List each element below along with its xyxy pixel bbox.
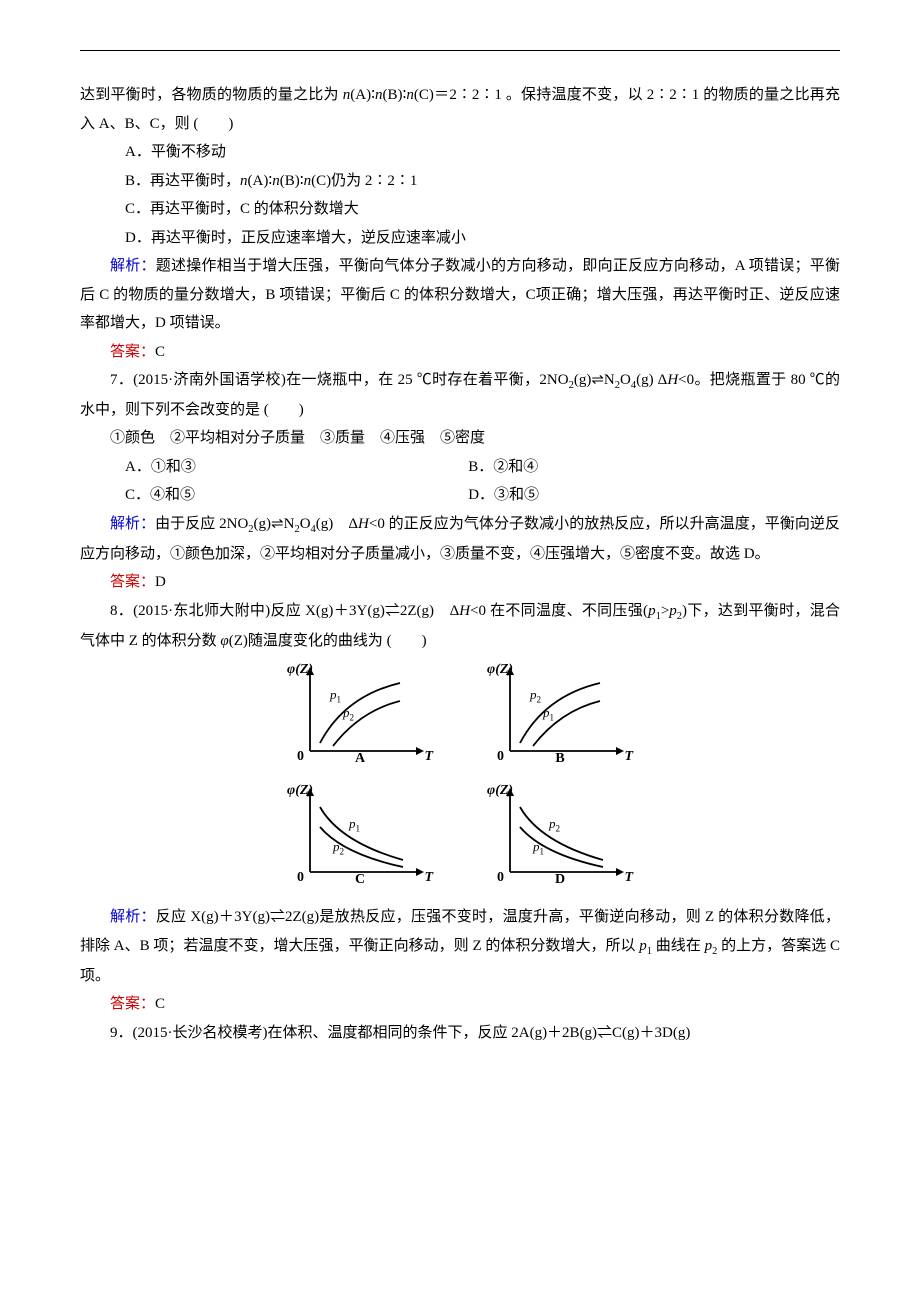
origin-label: 0 — [497, 865, 504, 892]
q7-explanation: 解析：由于反应 2NO2(g)⇌N2O4(g) ΔH<0 的正反应为气体分子数减… — [80, 510, 840, 568]
q6-explanation: 解析：题述操作相当于增大压强，平衡向气体分子数减小的方向移动，即向正反应方向移动… — [80, 252, 840, 338]
q6-option-a: A．平衡不移动 — [80, 138, 840, 167]
curve-label-p2: p2 — [343, 701, 354, 727]
q7-option-b: B．②和④ — [468, 453, 840, 482]
text: 由于反应 2NO — [155, 516, 248, 532]
y-label: φ(Z) — [487, 657, 513, 684]
answer-value: C — [155, 344, 165, 360]
text: (Z)随温度变化的曲线为 ( ) — [229, 633, 427, 649]
q7-option-c: C．④和⑤ — [125, 481, 468, 510]
explain-text: 题述操作相当于增大压强，平衡向气体分子数减小的方向移动，即向正反应方向移动，A … — [80, 258, 840, 331]
q8-chart-b: φ(Z) 0 T p2 p1 B — [485, 661, 635, 776]
curve-label-p2: p2 — [530, 683, 541, 709]
text: <0 在不同温度、不同压强( — [470, 603, 648, 619]
chart-label: B — [555, 746, 564, 773]
x-arrow — [616, 868, 624, 876]
text: (g)⇌N — [574, 372, 615, 388]
text: B．再达平衡时， — [125, 173, 240, 189]
curve-label-p2: p2 — [333, 835, 344, 861]
document-page: 达到平衡时，各物质的物质的量之比为 n(A)∶n(B)∶n(C)＝2∶2∶1 。… — [0, 0, 920, 1302]
q8-explanation: 解析：反应 X(g)＋3Y(g)⇌2Z(g)是放热反应，压强不变时，温度升高，平… — [80, 903, 840, 990]
text: 达到平衡时，各物质的物质的量之比为 — [80, 87, 339, 103]
q8-answer: 答案：C — [80, 990, 840, 1019]
chart-label: D — [555, 867, 565, 894]
x-label: T — [424, 744, 433, 771]
text: 7．(2015·济南外国语学校)在一烧瓶中，在 25 ℃时存在着平衡，2NO — [110, 372, 569, 388]
text: (g)⇌N — [254, 516, 295, 532]
q6-option-c: C．再达平衡时，C 的体积分数增大 — [80, 195, 840, 224]
text: (g) Δ — [316, 516, 358, 532]
q8-stem: 8．(2015·东北师大附中)反应 X(g)＋3Y(g)⇌2Z(g) ΔH<0 … — [80, 597, 840, 655]
q8-figure-row-1: φ(Z) 0 T p1 p2 A φ(Z) 0 T p2 p1 B — [80, 661, 840, 776]
q7-option-row-1: A．①和③ B．②和④ — [80, 453, 840, 482]
x-label: T — [624, 744, 633, 771]
curve-label-p1: p1 — [543, 701, 554, 727]
q7-stem: 7．(2015·济南外国语学校)在一烧瓶中，在 25 ℃时存在着平衡，2NO2(… — [80, 366, 840, 424]
explain-label: 解析： — [110, 258, 156, 274]
text: O — [300, 516, 311, 532]
x-arrow — [616, 747, 624, 755]
q7-answer: 答案：D — [80, 568, 840, 597]
text: O — [620, 372, 631, 388]
text: 8．(2015·东北师大附中)反应 X(g)＋3Y(g)⇌2Z(g) Δ — [110, 603, 459, 619]
q6-answer: 答案：C — [80, 338, 840, 367]
curve-label-p1: p1 — [330, 683, 341, 709]
q8-figure-row-2: φ(Z) 0 T p1 p2 C φ(Z) 0 T p2 p1 D — [80, 782, 840, 897]
q6-option-b: B．再达平衡时，n(A)∶n(B)∶n(C)仍为 2∶2∶1 — [80, 167, 840, 196]
x-label: T — [624, 865, 633, 892]
q6-stem: 达到平衡时，各物质的物质的量之比为 n(A)∶n(B)∶n(C)＝2∶2∶1 。… — [80, 81, 840, 138]
answer-label: 答案： — [110, 344, 155, 360]
y-label: φ(Z) — [287, 657, 313, 684]
q6-option-d: D．再达平衡时，正反应速率增大，逆反应速率减小 — [80, 224, 840, 253]
q9-stem: 9．(2015·长沙名校模考)在体积、温度都相同的条件下，反应 2A(g)＋2B… — [80, 1019, 840, 1048]
q8-chart-a: φ(Z) 0 T p1 p2 A — [285, 661, 435, 776]
x-label: T — [424, 865, 433, 892]
answer-value: D — [155, 574, 166, 590]
origin-label: 0 — [497, 744, 504, 771]
top-rule — [80, 50, 840, 51]
explain-label: 解析： — [110, 516, 155, 532]
text: 仍为 2∶2∶1 — [331, 173, 417, 189]
curve-label-p1: p1 — [349, 812, 360, 838]
q7-option-row-2: C．④和⑤ D．③和⑤ — [80, 481, 840, 510]
y-label: φ(Z) — [287, 778, 313, 805]
x-arrow — [416, 868, 424, 876]
q8-chart-c: φ(Z) 0 T p1 p2 C — [285, 782, 435, 897]
q7-item-list: ①颜色 ②平均相对分子质量 ③质量 ④压强 ⑤密度 — [80, 424, 840, 453]
answer-label: 答案： — [110, 996, 155, 1012]
curve-label-p1: p1 — [533, 835, 544, 861]
y-label: φ(Z) — [487, 778, 513, 805]
text: n(A)∶n(B)∶n(C)＝2∶2∶1 — [343, 87, 502, 103]
chart-label: C — [355, 867, 365, 894]
curve-label-p2: p2 — [549, 812, 560, 838]
explain-label: 解析： — [110, 909, 156, 925]
x-arrow — [416, 747, 424, 755]
origin-label: 0 — [297, 865, 304, 892]
origin-label: 0 — [297, 744, 304, 771]
q8-chart-d: φ(Z) 0 T p2 p1 D — [485, 782, 635, 897]
answer-value: C — [155, 996, 165, 1012]
q7-option-a: A．①和③ — [125, 453, 468, 482]
text: 曲线在 — [652, 938, 705, 954]
q7-option-d: D．③和⑤ — [468, 481, 840, 510]
answer-label: 答案： — [110, 574, 155, 590]
chart-label: A — [355, 746, 365, 773]
text: (g) Δ — [636, 372, 667, 388]
